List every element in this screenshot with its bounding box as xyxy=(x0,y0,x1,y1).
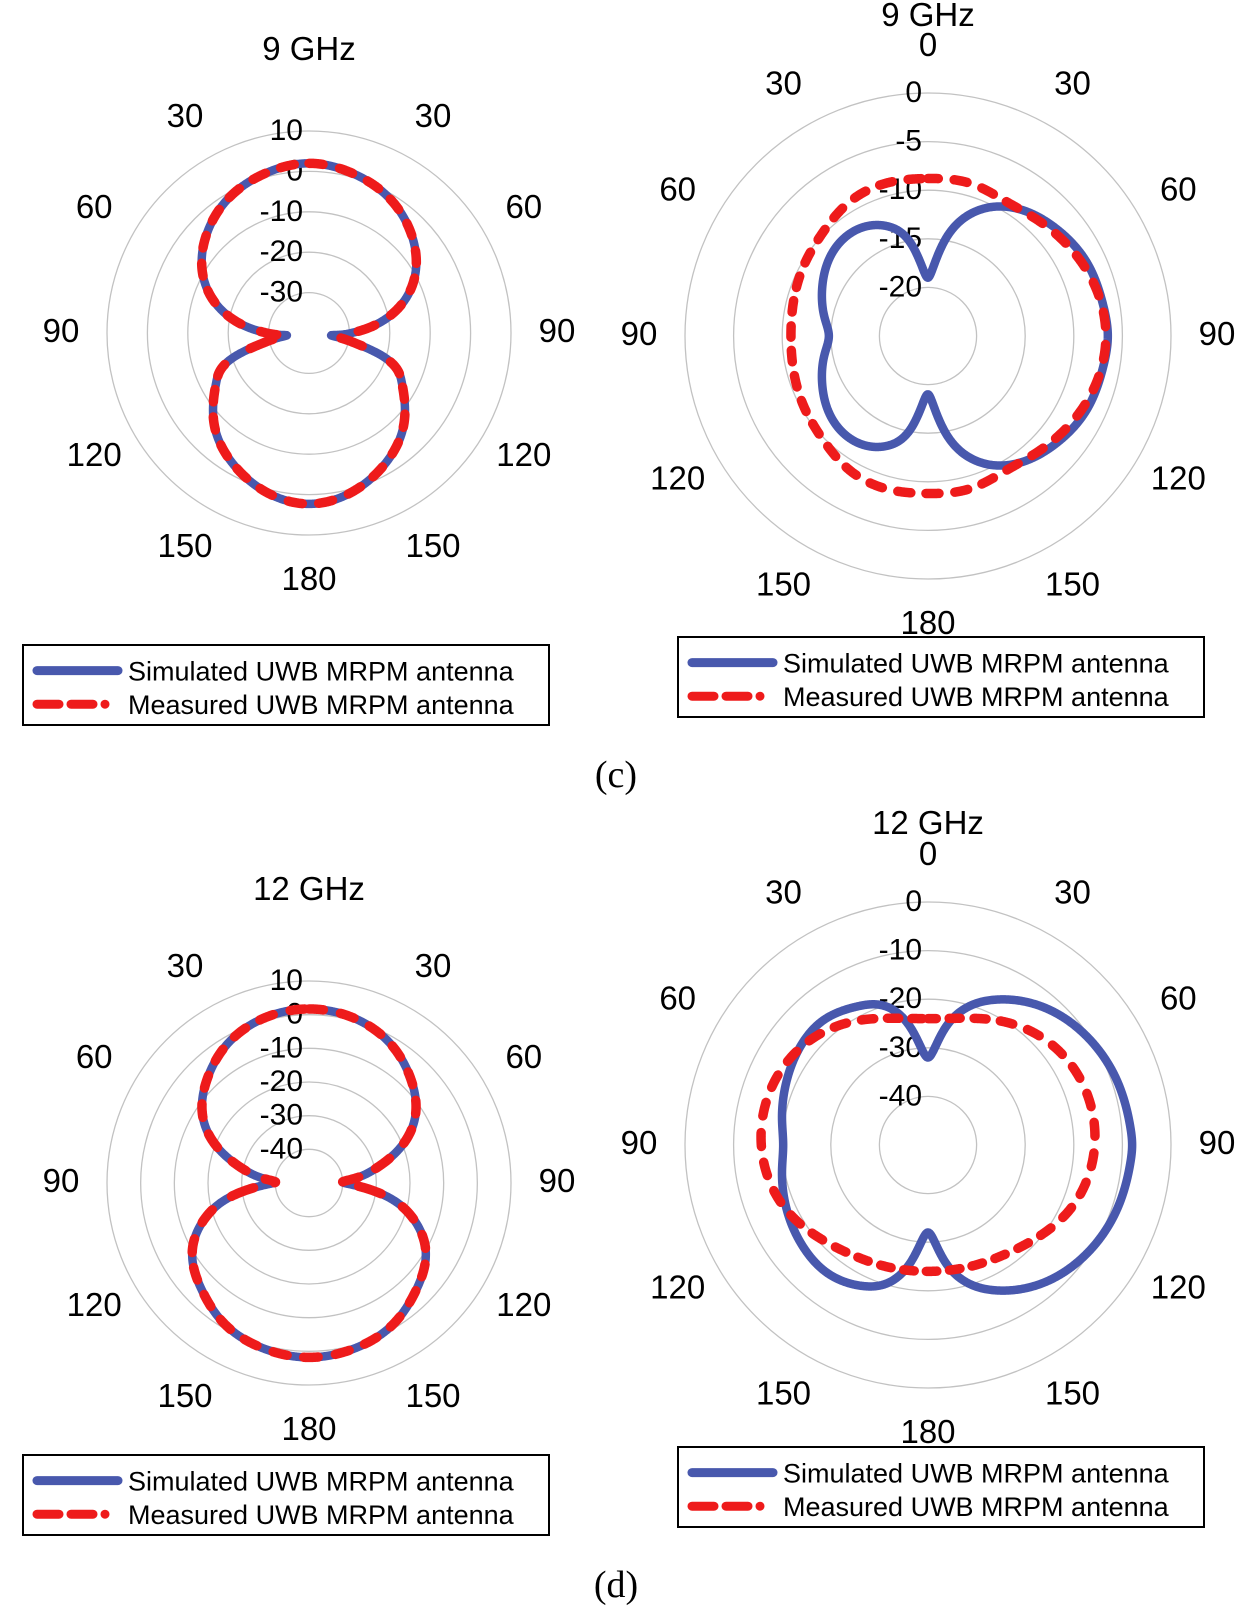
svg-text:10: 10 xyxy=(270,964,303,997)
svg-text:9 GHz: 9 GHz xyxy=(262,30,356,67)
svg-text:60: 60 xyxy=(1160,171,1197,208)
svg-text:Measured UWB MRPM antenna: Measured UWB MRPM antenna xyxy=(783,682,1170,712)
svg-text:0: 0 xyxy=(919,26,937,63)
svg-text:30: 30 xyxy=(415,97,452,134)
svg-text:60: 60 xyxy=(505,1038,542,1075)
svg-text:-10: -10 xyxy=(260,195,303,228)
svg-text:150: 150 xyxy=(756,1374,811,1411)
svg-text:150: 150 xyxy=(1045,1374,1100,1411)
svg-text:30: 30 xyxy=(415,947,452,984)
svg-text:0: 0 xyxy=(286,154,303,187)
svg-text:120: 120 xyxy=(1151,460,1206,497)
svg-text:12 GHz: 12 GHz xyxy=(253,870,365,907)
svg-text:30: 30 xyxy=(1054,874,1091,911)
svg-text:120: 120 xyxy=(1151,1269,1206,1306)
svg-text:60: 60 xyxy=(1160,980,1197,1017)
svg-text:-30: -30 xyxy=(260,276,303,309)
svg-text:30: 30 xyxy=(765,874,802,911)
svg-text:150: 150 xyxy=(405,527,460,564)
svg-text:150: 150 xyxy=(1045,565,1100,602)
svg-text:60: 60 xyxy=(659,980,696,1017)
svg-text:-40: -40 xyxy=(879,1079,922,1112)
svg-text:30: 30 xyxy=(1054,65,1091,102)
svg-text:90: 90 xyxy=(43,1162,80,1199)
svg-text:-10: -10 xyxy=(260,1031,303,1064)
svg-text:30: 30 xyxy=(167,947,204,984)
svg-text:60: 60 xyxy=(659,171,696,208)
svg-text:-40: -40 xyxy=(260,1132,303,1165)
svg-text:180: 180 xyxy=(900,604,955,641)
svg-text:30: 30 xyxy=(167,97,204,134)
svg-text:120: 120 xyxy=(67,1286,122,1323)
svg-text:90: 90 xyxy=(1199,1124,1236,1161)
svg-text:-5: -5 xyxy=(895,125,922,158)
svg-text:120: 120 xyxy=(650,1269,705,1306)
svg-text:30: 30 xyxy=(765,65,802,102)
svg-text:-20: -20 xyxy=(879,270,922,303)
svg-text:90: 90 xyxy=(1199,315,1236,352)
svg-text:10: 10 xyxy=(270,114,303,147)
svg-text:(d): (d) xyxy=(594,1564,638,1606)
svg-text:180: 180 xyxy=(281,560,336,597)
svg-text:150: 150 xyxy=(157,1377,212,1414)
svg-text:(c): (c) xyxy=(595,754,637,796)
svg-text:120: 120 xyxy=(650,460,705,497)
svg-text:Simulated UWB MRPM antenna: Simulated UWB MRPM antenna xyxy=(128,657,515,687)
svg-text:60: 60 xyxy=(505,188,542,225)
svg-text:120: 120 xyxy=(496,1286,551,1323)
svg-text:-10: -10 xyxy=(879,934,922,967)
svg-text:150: 150 xyxy=(756,565,811,602)
svg-text:Simulated UWB MRPM antenna: Simulated UWB MRPM antenna xyxy=(783,649,1170,679)
svg-text:Simulated UWB MRPM antenna: Simulated UWB MRPM antenna xyxy=(128,1467,515,1497)
svg-text:Measured UWB MRPM antenna: Measured UWB MRPM antenna xyxy=(128,690,515,720)
svg-text:120: 120 xyxy=(67,436,122,473)
svg-text:60: 60 xyxy=(76,1038,113,1075)
svg-text:0: 0 xyxy=(905,885,922,918)
svg-text:90: 90 xyxy=(539,312,576,349)
svg-text:Simulated UWB MRPM antenna: Simulated UWB MRPM antenna xyxy=(783,1459,1170,1489)
svg-text:-30: -30 xyxy=(260,1099,303,1132)
svg-text:Measured UWB MRPM antenna: Measured UWB MRPM antenna xyxy=(128,1500,515,1530)
svg-text:150: 150 xyxy=(157,527,212,564)
svg-text:Measured UWB MRPM antenna: Measured UWB MRPM antenna xyxy=(783,1492,1170,1522)
svg-text:0: 0 xyxy=(905,76,922,109)
svg-text:120: 120 xyxy=(496,436,551,473)
svg-text:90: 90 xyxy=(43,312,80,349)
svg-text:90: 90 xyxy=(621,1124,658,1161)
svg-text:90: 90 xyxy=(539,1162,576,1199)
svg-text:180: 180 xyxy=(900,1413,955,1450)
svg-text:150: 150 xyxy=(405,1377,460,1414)
svg-text:180: 180 xyxy=(281,1410,336,1447)
svg-text:90: 90 xyxy=(621,315,658,352)
svg-text:-20: -20 xyxy=(260,235,303,268)
svg-text:-20: -20 xyxy=(260,1065,303,1098)
svg-text:60: 60 xyxy=(76,188,113,225)
svg-text:0: 0 xyxy=(919,835,937,872)
